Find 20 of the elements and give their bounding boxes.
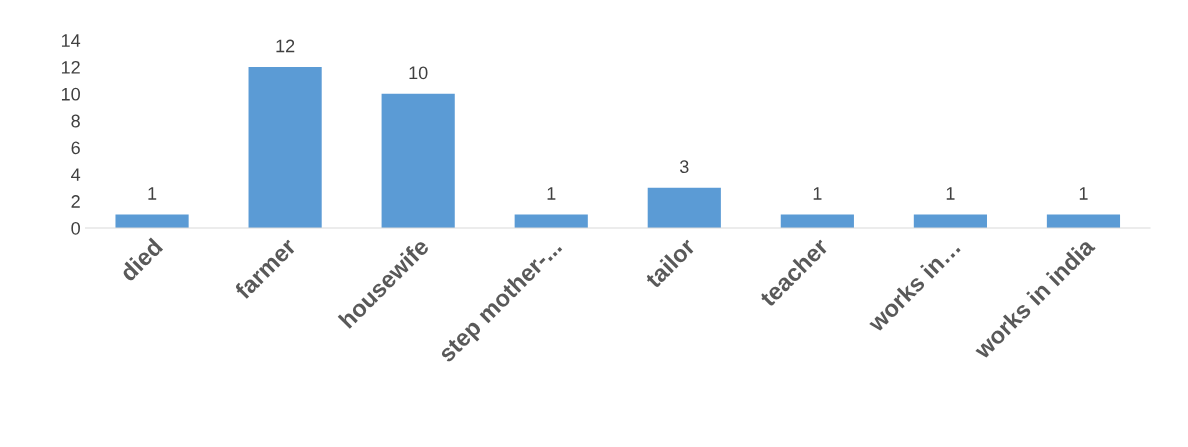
y-tick-label: 14 <box>61 34 81 47</box>
bar <box>647 187 721 228</box>
data-label: 12 <box>276 39 295 53</box>
data-label: 1 <box>813 187 822 200</box>
bar <box>115 214 189 228</box>
data-label: 1 <box>1079 187 1088 200</box>
bar <box>248 67 322 228</box>
y-tick-label: 2 <box>71 195 80 208</box>
data-label: 1 <box>946 187 955 200</box>
y-tick-label: 0 <box>71 221 80 235</box>
data-label: 10 <box>409 66 428 80</box>
y-tick-label: 8 <box>71 114 80 128</box>
bar <box>381 93 455 228</box>
data-label: 3 <box>679 160 689 174</box>
y-tick-label: 6 <box>71 141 80 155</box>
data-label: 1 <box>148 187 157 200</box>
data-label: 1 <box>547 187 556 200</box>
y-tick-label: 10 <box>61 87 80 101</box>
y-tick-label: 12 <box>61 60 80 74</box>
y-tick-label: 4 <box>71 168 81 181</box>
